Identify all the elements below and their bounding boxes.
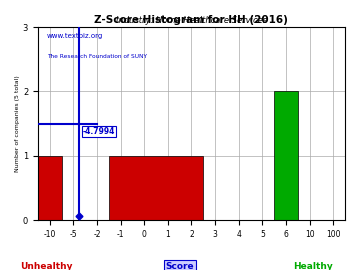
Text: Score: Score bbox=[166, 262, 194, 270]
Text: Unhealthy: Unhealthy bbox=[21, 262, 73, 270]
Y-axis label: Number of companies (5 total): Number of companies (5 total) bbox=[15, 75, 20, 172]
Text: The Research Foundation of SUNY: The Research Foundation of SUNY bbox=[47, 54, 147, 59]
Bar bbox=[274, 92, 298, 220]
Text: Industry: Home Healthcare Services: Industry: Home Healthcare Services bbox=[116, 16, 267, 25]
Bar bbox=[38, 156, 62, 220]
Bar bbox=[109, 156, 203, 220]
Text: www.textbiz.org: www.textbiz.org bbox=[47, 33, 103, 39]
Text: Healthy: Healthy bbox=[293, 262, 333, 270]
Title: Z-Score Histogram for HH (2016): Z-Score Histogram for HH (2016) bbox=[94, 15, 288, 25]
Text: -4.7994: -4.7994 bbox=[83, 127, 115, 136]
